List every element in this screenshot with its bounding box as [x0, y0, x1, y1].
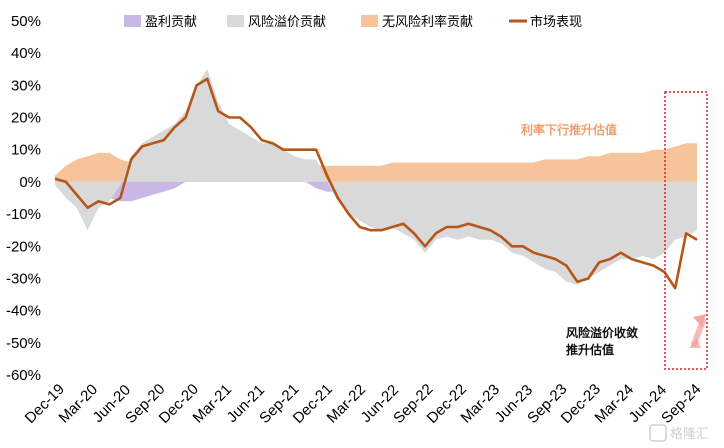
y-tick-label: 30%: [11, 77, 41, 94]
y-tick-label: 50%: [11, 13, 41, 30]
watermark-text: 格隆汇: [670, 426, 709, 442]
y-tick-label: 0%: [19, 174, 41, 191]
legend-label: 无风险利率贡献: [382, 14, 473, 30]
y-tick-label: 20%: [11, 110, 41, 127]
y-tick-label: 40%: [11, 45, 41, 62]
legend-item-earnings: 盈利贡献: [124, 15, 197, 30]
legend-swatch: [124, 15, 141, 27]
y-tick-label: -30%: [6, 270, 41, 287]
y-tick-label: -20%: [6, 238, 41, 255]
up-arrow-icon: [689, 314, 706, 348]
y-tick-label: -40%: [6, 303, 41, 320]
legend-item-risk_free: 无风险利率贡献: [361, 14, 473, 30]
legend-swatch: [227, 15, 244, 27]
legend-swatch: [361, 15, 378, 27]
y-tick-label: -10%: [6, 206, 41, 223]
legend-label: 盈利贡献: [145, 15, 197, 30]
x-tick-label: Sep-24: [658, 381, 704, 427]
legend-item-market: 市场表现: [509, 14, 582, 30]
watermark-logo-icon: [650, 425, 666, 441]
y-tick-label: -60%: [6, 367, 41, 384]
annotation-premium-line1: 风险溢价收敛: [566, 325, 638, 340]
y-tick-label: 10%: [11, 142, 41, 159]
watermark: 格隆汇: [650, 425, 709, 442]
legend: 盈利贡献 风险溢价贡献 无风险利率贡献 市场表现: [124, 14, 582, 30]
annotation-rate-down: 利率下行推升估值: [521, 122, 617, 137]
y-tick-label: -50%: [6, 335, 41, 352]
annotation-premium-line2: 推升估值: [566, 342, 614, 357]
plot-areas: [55, 69, 697, 285]
legend-item-risk_premium: 风险溢价贡献: [227, 15, 326, 30]
y-axis: 50% 40% 30% 20% 10% 0% -10% -20% -30% -40% -50% -60…: [6, 13, 41, 384]
chart: 50% 40% 30% 20% 10% 0% -10% -20% -30% -40% -50% -60…: [0, 0, 724, 448]
x-axis: Dec-19Mar-20Jun-20Sep-20Dec-20Mar-21Jun-…: [22, 381, 705, 427]
legend-label: 市场表现: [530, 14, 582, 30]
legend-label: 风险溢价贡献: [248, 15, 326, 30]
